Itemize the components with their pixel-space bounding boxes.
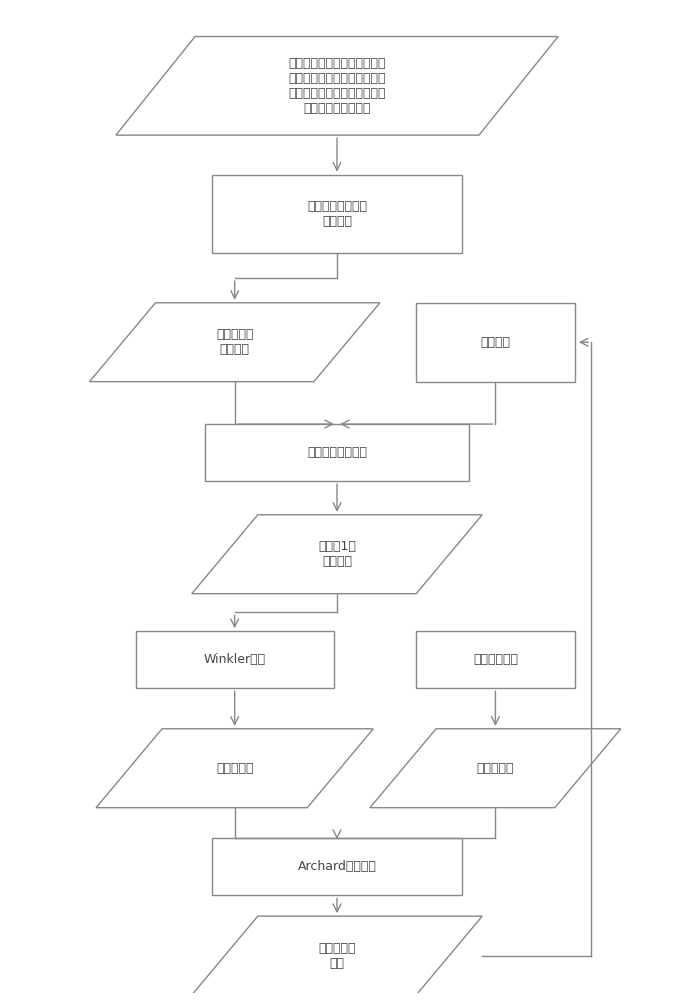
Polygon shape [90, 303, 380, 382]
Polygon shape [192, 916, 482, 995]
Text: 齿轮啮合理论: 齿轮啮合理论 [473, 653, 518, 666]
Polygon shape [96, 729, 373, 808]
FancyBboxPatch shape [417, 303, 575, 382]
Text: Winkler模型: Winkler模型 [204, 653, 266, 666]
Polygon shape [192, 515, 482, 594]
FancyBboxPatch shape [212, 175, 462, 253]
Text: 输入齿轮参数（齿数、模数、
中心距、齿形角、齿宽、齿顶
圆直径、外加力矩、转速、磨
损系数、磨损次数）: 输入齿轮参数（齿数、模数、 中心距、齿形角、齿宽、齿顶 圆直径、外加力矩、转速、… [288, 57, 386, 115]
FancyBboxPatch shape [212, 838, 462, 895]
Polygon shape [116, 37, 558, 135]
Text: 齿轮对1的
传递载荷: 齿轮对1的 传递载荷 [318, 540, 356, 568]
FancyBboxPatch shape [417, 631, 575, 688]
FancyBboxPatch shape [205, 424, 469, 481]
Text: 啮合点压力: 啮合点压力 [216, 762, 253, 775]
Text: 齿轮的时变
啮合刚度: 齿轮的时变 啮合刚度 [216, 328, 253, 356]
Text: 齿间载荷分配公式: 齿间载荷分配公式 [307, 446, 367, 459]
Polygon shape [370, 729, 621, 808]
Text: 基于渐开线精确建
模的方程: 基于渐开线精确建 模的方程 [307, 200, 367, 228]
Text: 啮合点速度: 啮合点速度 [477, 762, 514, 775]
Text: Archard磨损模型: Archard磨损模型 [297, 860, 377, 873]
FancyBboxPatch shape [135, 631, 334, 688]
Text: 几何侧隙: 几何侧隙 [481, 336, 510, 349]
Text: 主从动轮磨
损量: 主从动轮磨 损量 [318, 942, 356, 970]
